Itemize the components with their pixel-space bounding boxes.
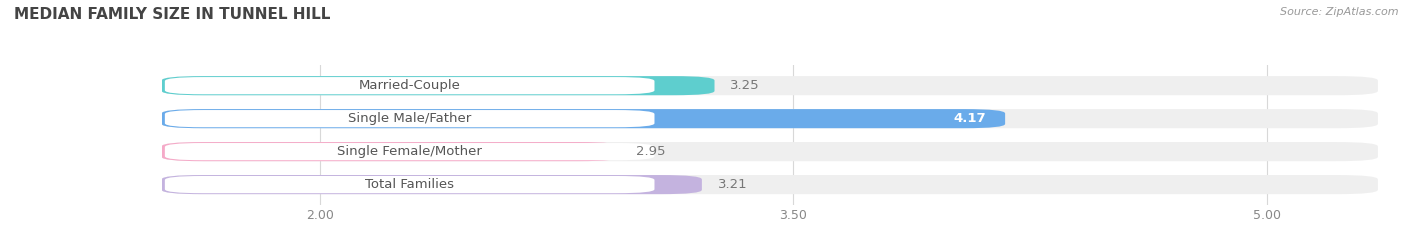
FancyBboxPatch shape [162,142,620,161]
FancyBboxPatch shape [165,110,654,127]
FancyBboxPatch shape [165,143,654,160]
Text: Single Female/Mother: Single Female/Mother [337,145,482,158]
FancyBboxPatch shape [162,109,1378,128]
Text: 3.21: 3.21 [717,178,747,191]
Text: 3.25: 3.25 [730,79,759,92]
Text: Total Families: Total Families [366,178,454,191]
FancyBboxPatch shape [162,76,714,95]
FancyBboxPatch shape [162,142,1378,161]
Text: Source: ZipAtlas.com: Source: ZipAtlas.com [1281,7,1399,17]
FancyBboxPatch shape [165,176,654,193]
FancyBboxPatch shape [162,109,1005,128]
Text: Single Male/Father: Single Male/Father [349,112,471,125]
Text: 2.95: 2.95 [636,145,665,158]
FancyBboxPatch shape [165,77,654,94]
Text: 4.17: 4.17 [953,112,986,125]
FancyBboxPatch shape [162,175,1378,194]
FancyBboxPatch shape [162,76,1378,95]
Text: MEDIAN FAMILY SIZE IN TUNNEL HILL: MEDIAN FAMILY SIZE IN TUNNEL HILL [14,7,330,22]
Text: Married-Couple: Married-Couple [359,79,461,92]
FancyBboxPatch shape [162,175,702,194]
